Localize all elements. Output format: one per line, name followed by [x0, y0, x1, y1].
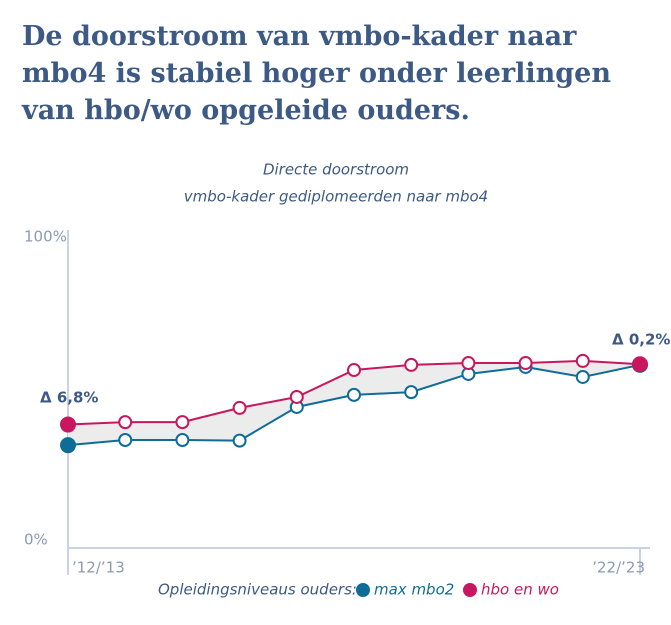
legend-label: max mbo2	[374, 581, 454, 599]
annotation: Δ 6,8%	[40, 389, 98, 407]
legend-title: Opleidingsniveaus ouders:	[158, 581, 357, 599]
point	[232, 433, 247, 448]
point	[518, 356, 533, 371]
y-tick-label: 0%	[24, 531, 48, 549]
point	[60, 437, 76, 454]
gap-area	[68, 360, 640, 446]
point	[347, 363, 361, 378]
subtitle: Directe doorstroom	[263, 161, 409, 179]
legend-marker	[356, 583, 370, 597]
annotation: Δ 0,2%	[612, 331, 670, 349]
legend-marker	[463, 583, 477, 597]
point	[347, 387, 361, 402]
point	[60, 416, 76, 433]
chart-title: De doorstroom van vmbo-kader naar mbo4 i…	[22, 21, 611, 126]
point	[175, 433, 190, 448]
y-tick-label: 100%	[24, 228, 67, 246]
point	[175, 415, 190, 430]
point	[461, 356, 476, 371]
point	[632, 356, 648, 373]
point	[232, 400, 247, 415]
point	[575, 369, 590, 384]
x-tick-label: ’12/’13	[72, 559, 125, 577]
point	[575, 353, 590, 368]
point	[289, 389, 304, 404]
subtitle: vmbo-kader gediplomeerden naar mbo4	[184, 188, 488, 206]
point	[118, 415, 133, 430]
legend-label: hbo en wo	[481, 581, 559, 599]
point	[404, 385, 419, 400]
x-tick-label: ’22/’23	[592, 559, 645, 577]
point	[404, 357, 419, 372]
point	[118, 433, 133, 448]
